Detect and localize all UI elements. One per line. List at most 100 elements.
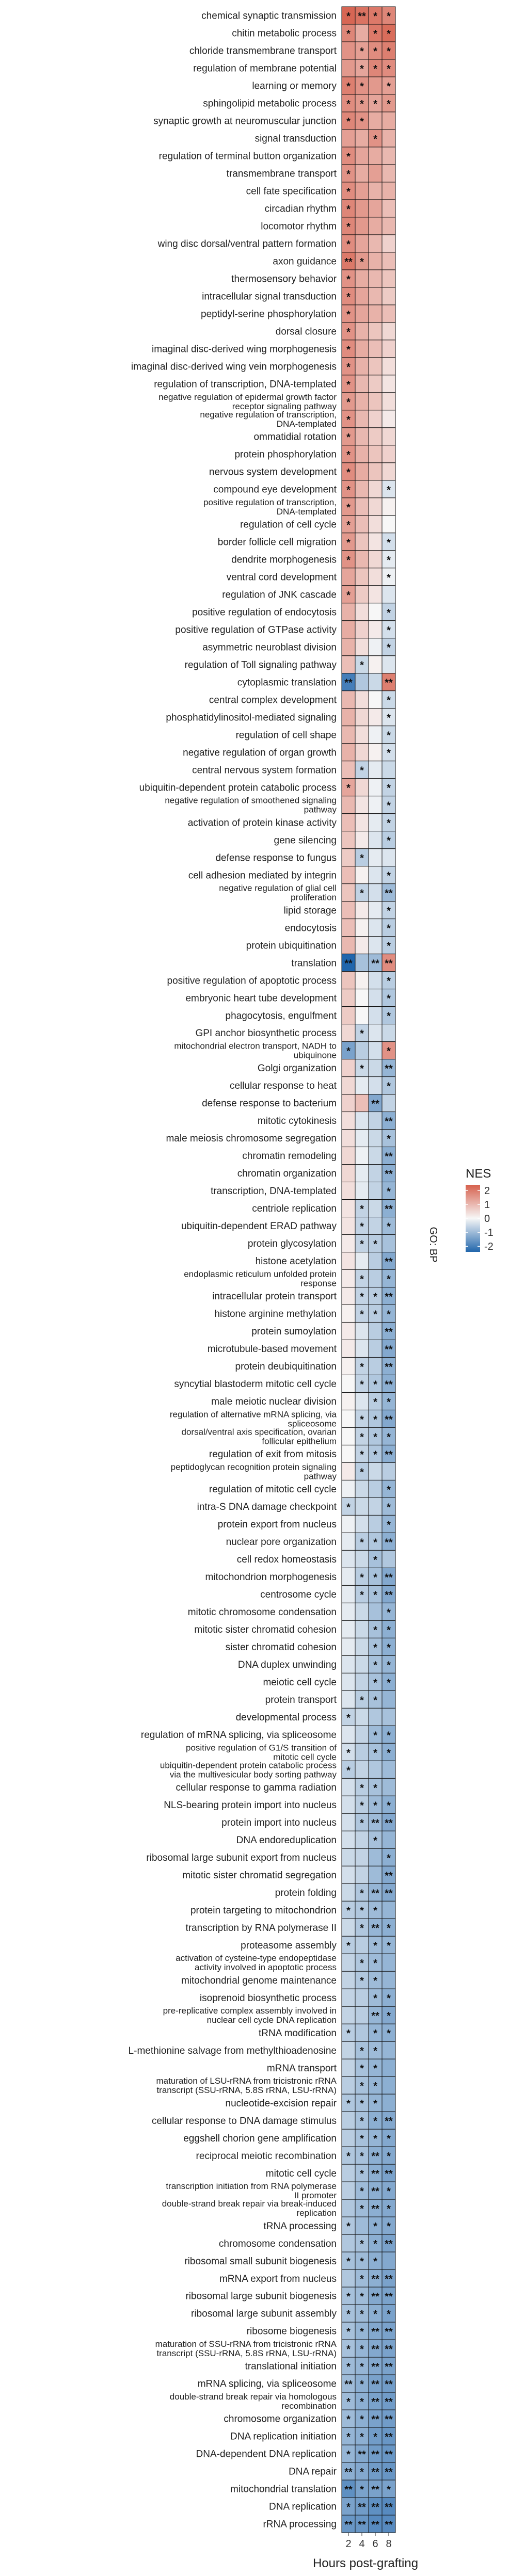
heatmap-cell bbox=[355, 147, 369, 165]
significance-mark: * bbox=[387, 1011, 391, 1022]
row-label: cell fate specification bbox=[246, 186, 337, 197]
heatmap-cell bbox=[341, 1112, 356, 1130]
heatmap-cell bbox=[341, 690, 356, 709]
significance-mark: * bbox=[373, 1905, 377, 1917]
significance-mark: * bbox=[387, 2484, 391, 2496]
heatmap-cell bbox=[381, 1778, 396, 1796]
significance-mark: * bbox=[387, 28, 391, 40]
heatmap-cell bbox=[341, 445, 356, 463]
significance-mark: * bbox=[373, 1730, 377, 1741]
significance-mark: * bbox=[360, 2256, 364, 2267]
heatmap-cell bbox=[381, 199, 396, 218]
heatmap-cell bbox=[381, 1637, 396, 1656]
heatmap-cell bbox=[381, 182, 396, 200]
heatmap-cell bbox=[368, 638, 383, 656]
significance-mark: * bbox=[360, 2432, 364, 2443]
row-label: response bbox=[300, 1278, 337, 1288]
significance-mark: * bbox=[360, 2133, 364, 2145]
significance-mark: ** bbox=[385, 2432, 393, 2443]
significance-mark: ** bbox=[371, 2010, 379, 2022]
significance-mark: ** bbox=[385, 1817, 393, 1829]
heatmap-cell bbox=[341, 901, 356, 920]
row-label: reciprocal meiotic recombination bbox=[196, 2151, 337, 2162]
heatmap-cell bbox=[381, 515, 396, 534]
heatmap-cell bbox=[381, 954, 396, 972]
significance-mark: * bbox=[346, 1905, 351, 1917]
significance-mark: ** bbox=[385, 2274, 393, 2285]
heatmap-cell bbox=[381, 1795, 396, 1814]
significance-mark: * bbox=[360, 1589, 364, 1601]
significance-mark: * bbox=[360, 46, 364, 57]
row-label: transmembrane transport bbox=[227, 169, 337, 180]
heatmap-cell bbox=[368, 813, 383, 832]
heatmap-cell bbox=[341, 164, 356, 183]
row-label: chromatin organization bbox=[237, 1168, 337, 1179]
heatmap-cell bbox=[341, 568, 356, 586]
heatmap-cell bbox=[355, 287, 369, 305]
heatmap-cell bbox=[355, 1602, 369, 1621]
significance-mark: ** bbox=[371, 2379, 379, 2390]
heatmap-cell bbox=[381, 2444, 396, 2463]
significance-mark: * bbox=[346, 204, 351, 215]
heatmap-cell bbox=[381, 2094, 396, 2112]
row-label: lipid storage bbox=[284, 905, 337, 916]
heatmap-cell bbox=[341, 1409, 356, 1428]
heatmap-cell bbox=[381, 1497, 396, 1516]
significance-mark: * bbox=[346, 379, 351, 391]
heatmap-cell bbox=[341, 761, 356, 779]
significance-mark: ** bbox=[385, 1257, 393, 1268]
heatmap-cell bbox=[341, 1795, 356, 1814]
significance-mark: * bbox=[373, 1747, 377, 1759]
heatmap-cell bbox=[355, 1304, 369, 1323]
row-label: chromosome condensation bbox=[219, 2239, 337, 2249]
heatmap-cell bbox=[341, 989, 356, 1007]
heatmap-cell bbox=[368, 883, 383, 902]
heatmap-cell bbox=[381, 2269, 396, 2288]
heatmap-cell bbox=[341, 1339, 356, 1358]
significance-mark: ** bbox=[385, 1572, 393, 1583]
heatmap-cell bbox=[341, 94, 356, 112]
significance-mark: * bbox=[373, 1835, 377, 1846]
heatmap-cell bbox=[381, 2287, 396, 2305]
significance-mark: ** bbox=[385, 2414, 393, 2425]
heatmap-cell bbox=[355, 2041, 369, 2059]
significance-mark: * bbox=[387, 2221, 391, 2232]
significance-mark: * bbox=[373, 1993, 377, 2004]
heatmap-cell bbox=[368, 2199, 383, 2217]
heatmap-cell bbox=[355, 1006, 369, 1025]
heatmap-cell bbox=[368, 427, 383, 446]
heatmap-cell bbox=[341, 1532, 356, 1551]
significance-mark: ** bbox=[358, 11, 366, 22]
heatmap-cell bbox=[368, 2058, 383, 2077]
heatmap-cell bbox=[381, 796, 396, 814]
row-label: phosphatidylinositol-mediated signaling bbox=[166, 712, 337, 723]
heatmap-cell bbox=[381, 304, 396, 323]
significance-mark: ** bbox=[358, 2502, 366, 2513]
row-label: regulation of terminal button organizati… bbox=[159, 151, 337, 162]
significance-mark: ** bbox=[385, 1537, 393, 1548]
significance-mark: ** bbox=[385, 2116, 393, 2127]
significance-mark: ** bbox=[371, 2168, 379, 2180]
significance-mark: * bbox=[387, 1309, 391, 1320]
heatmap-cell bbox=[368, 708, 383, 727]
significance-mark: * bbox=[360, 2484, 364, 2496]
heatmap-cell bbox=[355, 796, 369, 814]
heatmap-cell bbox=[368, 111, 383, 130]
heatmap-cell bbox=[368, 550, 383, 569]
heatmap-cell bbox=[341, 1094, 356, 1113]
heatmap-cell bbox=[355, 6, 369, 25]
heatmap-cell bbox=[355, 989, 369, 1007]
heatmap-cell bbox=[355, 515, 369, 534]
heatmap-cell bbox=[341, 1830, 356, 1849]
heatmap-cell bbox=[381, 866, 396, 884]
heatmap-cell bbox=[381, 164, 396, 183]
heatmap-cell bbox=[381, 1112, 396, 1130]
heatmap-cell bbox=[381, 1217, 396, 1235]
heatmap-cell bbox=[355, 1515, 369, 1533]
significance-mark: ** bbox=[358, 2519, 366, 2531]
significance-mark: * bbox=[360, 99, 364, 110]
significance-mark: * bbox=[387, 748, 391, 759]
heatmap-cell bbox=[381, 1076, 396, 1095]
significance-mark: * bbox=[373, 1800, 377, 1811]
